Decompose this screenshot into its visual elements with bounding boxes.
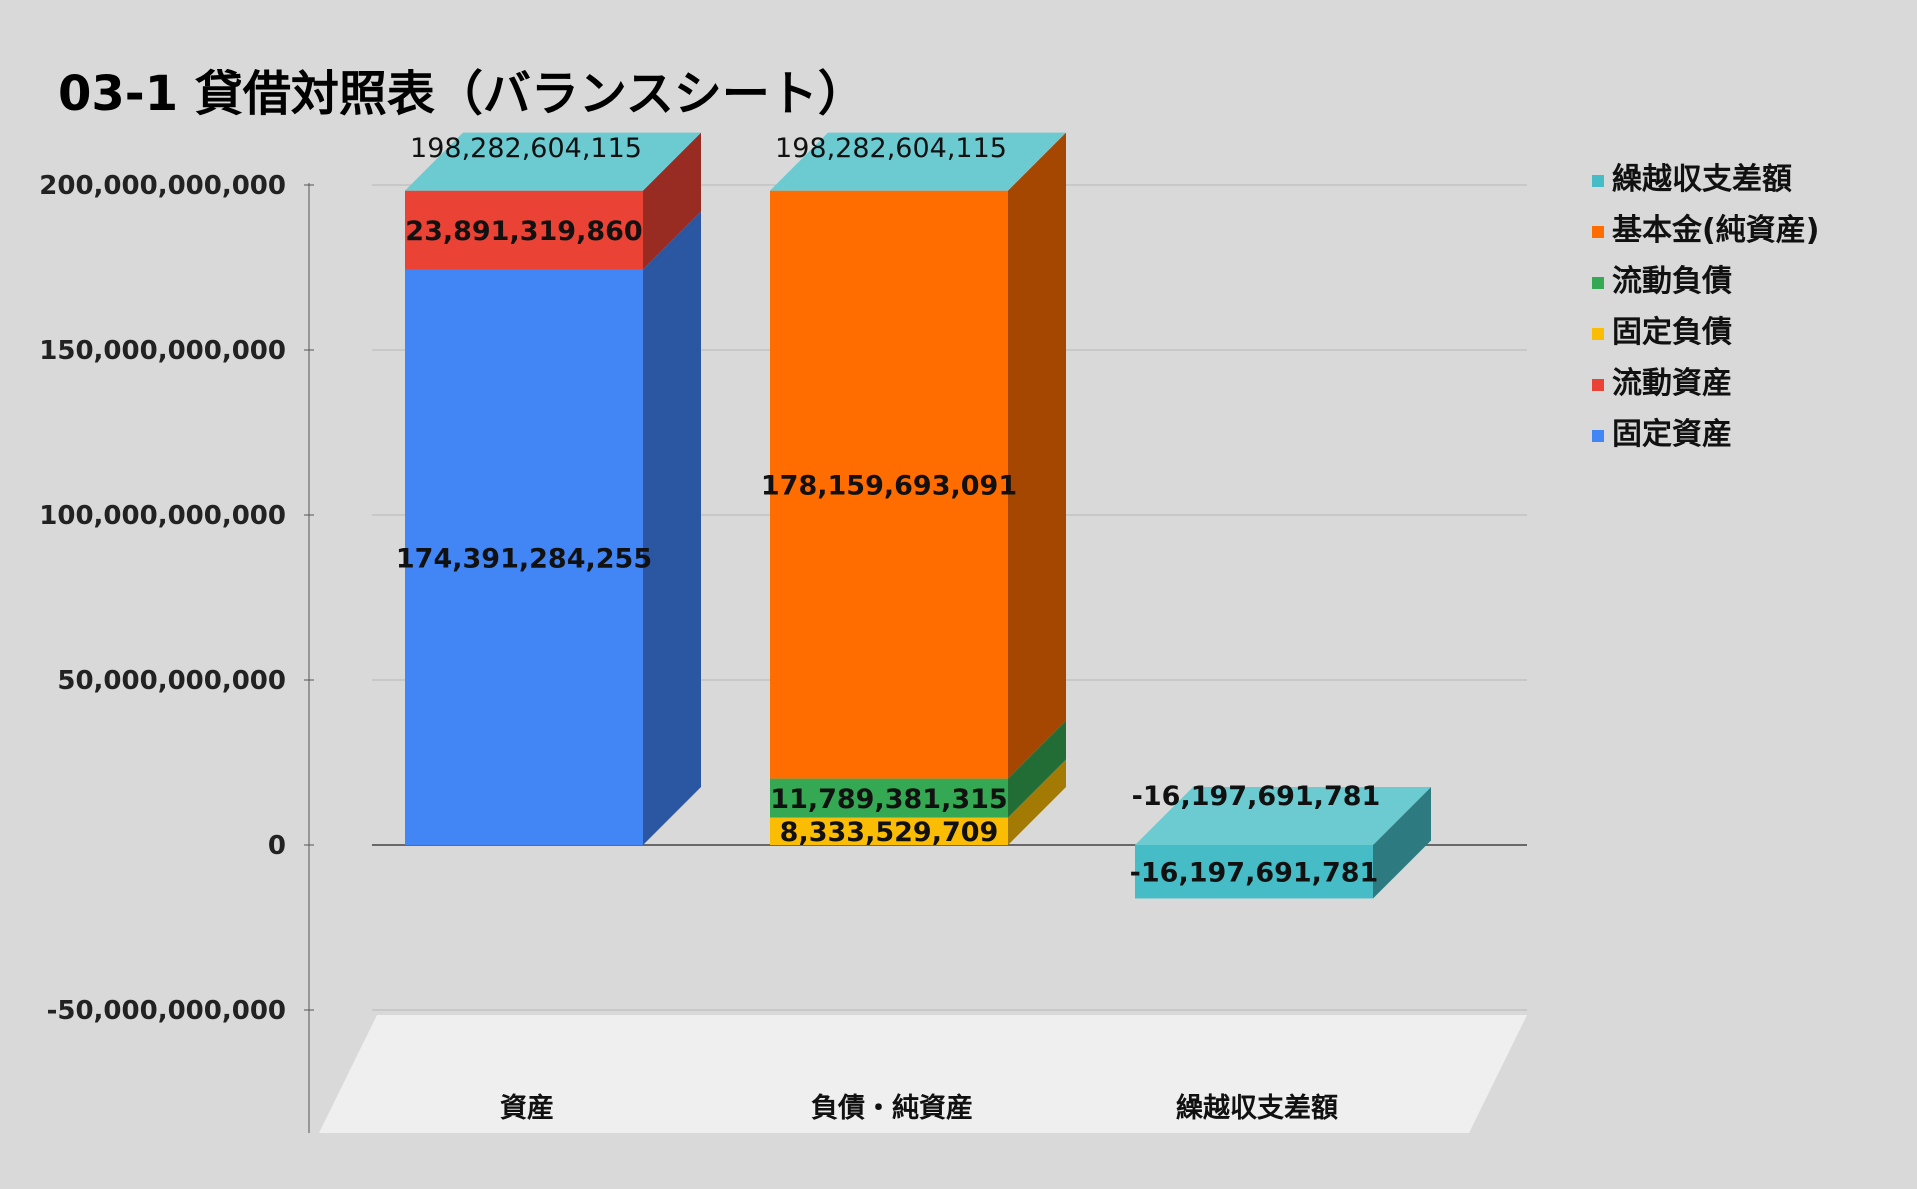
- y-tick-label: 150,000,000,000: [39, 336, 286, 366]
- legend-swatch: [1592, 430, 1604, 442]
- bar-segment: [405, 269, 643, 845]
- bar-top-face: [405, 132, 701, 191]
- y-tick-label: 200,000,000,000: [39, 171, 286, 201]
- bar-segment: [405, 190, 643, 270]
- y-tick-label: 0: [268, 831, 286, 861]
- bar-segment: [770, 190, 1008, 779]
- data-label: 178,159,693,091: [761, 471, 1017, 502]
- legend-swatch: [1592, 226, 1604, 238]
- bar-top-face: [1135, 787, 1431, 845]
- legend-label: 流動資産: [1612, 366, 1732, 401]
- bar-top-face: [770, 132, 1066, 191]
- x-category-label: 繰越収支差額: [1176, 1092, 1338, 1124]
- total-label: 198,282,604,115: [410, 133, 642, 164]
- legend-label: 固定資産: [1612, 417, 1732, 452]
- legend-label: 基本金(純資産): [1612, 213, 1819, 248]
- x-category-label: 資産: [500, 1092, 554, 1124]
- y-tick-label: -50,000,000,000: [47, 996, 286, 1026]
- data-label: 174,391,284,255: [396, 543, 652, 574]
- legend-swatch: [1592, 379, 1604, 391]
- bar-side-face: [1008, 759, 1066, 845]
- y-tick-label: 100,000,000,000: [39, 501, 286, 531]
- legend-swatch: [1592, 277, 1604, 289]
- bar-segment: [770, 778, 1008, 818]
- data-label: -16,197,691,781: [1130, 858, 1379, 889]
- floor-plane: [319, 1015, 1527, 1133]
- legend-label: 繰越収支差額: [1612, 162, 1792, 197]
- x-category-label: 負債・純資産: [811, 1092, 973, 1124]
- legend-swatch: [1592, 328, 1604, 340]
- bar-side-face: [1373, 787, 1431, 899]
- bar-side-face: [1008, 720, 1066, 818]
- bar-side-face: [643, 211, 701, 845]
- legend-swatch: [1592, 175, 1604, 187]
- data-label: 11,789,381,315: [770, 784, 1007, 815]
- chart-title: 03-1 貸借対照表（バランスシート）: [58, 66, 866, 122]
- bar-side-face: [1008, 132, 1066, 779]
- legend-label: 固定負債: [1612, 315, 1732, 350]
- bar-segment: [1135, 845, 1373, 899]
- y-tick-label: 50,000,000,000: [57, 666, 286, 696]
- data-label: 23,891,319,860: [405, 216, 642, 247]
- bar-segment: [770, 817, 1008, 845]
- bar-side-face: [643, 132, 701, 270]
- total-label: 198,282,604,115: [775, 133, 1007, 164]
- legend-label: 流動負債: [1612, 264, 1732, 299]
- total-label: -16,197,691,781: [1132, 781, 1381, 812]
- data-label: 8,333,529,709: [780, 817, 999, 848]
